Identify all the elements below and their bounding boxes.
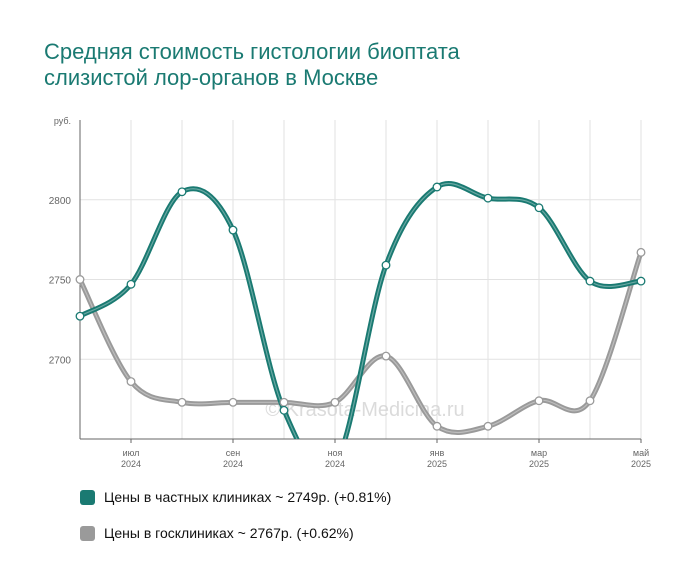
y-axis-unit-label: руб. — [54, 116, 71, 126]
x-tick-label-month: ноя — [328, 448, 343, 458]
data-point-private — [432, 182, 442, 192]
data-point-public — [126, 377, 136, 387]
data-point-private — [585, 276, 595, 286]
chart-title: Средняя стоимость гистологии биоптата сл… — [44, 39, 644, 91]
data-point-private — [279, 405, 289, 415]
x-tick-label-month: май — [633, 448, 649, 458]
data-point-public — [483, 421, 493, 431]
data-point-private — [177, 187, 187, 197]
data-point-private — [228, 225, 238, 235]
x-tick-label-year: 2025 — [631, 459, 651, 469]
data-point-private — [534, 203, 544, 213]
x-tick-label-month: июл — [123, 448, 140, 458]
x-tick-label-year: 2024 — [325, 459, 345, 469]
x-tick-label-year: 2025 — [427, 459, 447, 469]
series-line-public — [77, 249, 644, 435]
legend-swatch-private — [80, 489, 95, 505]
plot-area — [77, 181, 644, 439]
data-point-private — [636, 276, 646, 286]
legend-item-public[interactable]: Цены в госклиниках ~ 2767р. (+0.62%) — [80, 525, 354, 541]
chart-title-line-2: слизистой лор-органов в Москве — [44, 65, 379, 90]
legend-swatch-public — [80, 525, 95, 541]
x-tick-label-month: янв — [430, 448, 445, 458]
y-tick-label: 2700 — [49, 355, 72, 366]
data-point-private — [483, 193, 493, 203]
data-point-public — [585, 396, 595, 406]
data-point-public — [534, 396, 544, 406]
legend-label-private: Цены в частных клиниках ~ 2749р. (+0.81%… — [104, 489, 392, 505]
data-point-private — [75, 311, 85, 321]
data-point-public — [432, 421, 442, 431]
chart-title-line-1: Средняя стоимость гистологии биоптата — [44, 39, 460, 64]
x-tick-label-year: 2024 — [121, 459, 141, 469]
line-chart: 270027502800руб.июл2024сен2024ноя2024янв… — [49, 116, 651, 469]
data-point-private — [126, 279, 136, 289]
data-point-public — [330, 397, 340, 407]
series-line-private — [77, 181, 644, 439]
x-tick-label-month: сен — [226, 448, 241, 458]
series-line-highlight-public — [79, 252, 642, 434]
data-point-public — [279, 397, 289, 407]
y-tick-label: 2800 — [49, 196, 72, 207]
legend-item-private[interactable]: Цены в частных клиниках ~ 2749р. (+0.81%… — [80, 489, 391, 505]
data-point-public — [228, 397, 238, 407]
legend-label-public: Цены в госклиниках ~ 2767р. (+0.62%) — [104, 525, 354, 541]
data-point-private — [381, 260, 391, 270]
data-point-public — [75, 275, 85, 284]
x-tick-label-year: 2024 — [223, 459, 243, 469]
data-point-public — [177, 397, 187, 407]
y-tick-label: 2750 — [49, 276, 72, 287]
data-point-public — [381, 351, 391, 361]
x-tick-label-year: 2025 — [529, 459, 549, 469]
series-line-highlight-private — [79, 182, 642, 439]
x-tick-label-month: мар — [531, 448, 547, 458]
data-point-public — [636, 247, 646, 257]
